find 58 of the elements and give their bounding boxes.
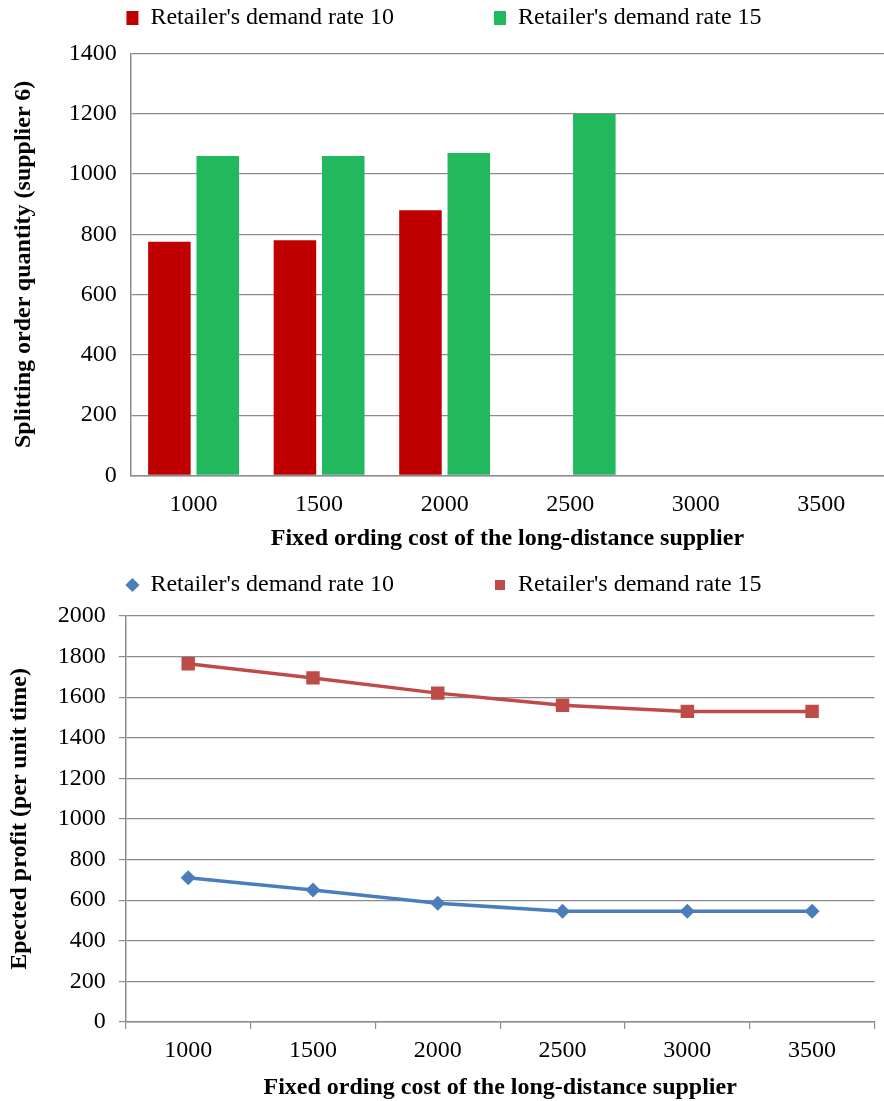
point — [181, 656, 195, 671]
x-tick-label: 1500 — [295, 490, 344, 517]
y-tick-label: 1800 — [57, 641, 106, 668]
x-tick-label: 2000 — [413, 1036, 462, 1063]
point — [555, 903, 571, 919]
y-tick-label: 1600 — [57, 682, 106, 709]
x-tick-label: 2000 — [420, 490, 469, 517]
bar — [399, 210, 442, 475]
point — [804, 903, 820, 919]
point — [805, 704, 819, 719]
y-tick-label: 0 — [93, 1007, 106, 1034]
bar — [322, 155, 365, 475]
x-tick-label: 3500 — [797, 490, 846, 517]
point — [305, 882, 321, 898]
point — [430, 895, 446, 911]
y-tick-label: 400 — [80, 340, 117, 367]
legend-label: Retailer's demand rate 15 — [518, 570, 762, 597]
point — [431, 686, 445, 700]
x-tick-label: 2500 — [546, 490, 595, 517]
x-tick-label: 3500 — [788, 1036, 837, 1063]
y-tick-label: 2000 — [57, 601, 106, 628]
x-tick-label: 3000 — [663, 1036, 712, 1063]
x-tick-label: 1500 — [288, 1036, 337, 1063]
bar — [148, 241, 191, 475]
x-tick-label: 3000 — [671, 490, 720, 517]
point — [180, 870, 196, 886]
x-axis-title: Fixed ording cost of the long-distance supplier — [263, 1072, 738, 1099]
y-tick-label: 0 — [104, 460, 117, 487]
y-tick-label: 1200 — [68, 99, 117, 126]
y-tick-label: 1400 — [57, 723, 106, 750]
y-tick-label: 1000 — [57, 804, 106, 831]
y-tick-label: 1400 — [68, 38, 117, 65]
point — [555, 698, 570, 713]
y-axis-title: Splitting order quantity (supplier 6) — [8, 80, 35, 449]
x-axis-title: Fixed ording cost of the long-distance supplier — [270, 523, 745, 550]
bar — [447, 152, 491, 475]
x-tick-label: 1000 — [164, 1036, 213, 1063]
bar — [196, 155, 239, 475]
legend-label: Retailer's demand rate 10 — [150, 570, 394, 597]
point — [679, 903, 695, 919]
y-tick-label: 600 — [69, 885, 106, 912]
y-tick-label: 200 — [69, 966, 106, 993]
y-tick-label: 800 — [69, 844, 106, 871]
bar — [273, 240, 317, 475]
y-axis-title: Epected profit (per unit time) — [4, 668, 31, 970]
y-tick-label: 200 — [80, 400, 117, 427]
y-tick-label: 800 — [80, 219, 117, 246]
bar — [573, 113, 616, 475]
legend-label: Retailer's demand rate 15 — [518, 3, 762, 30]
y-tick-label: 1200 — [57, 763, 106, 790]
x-tick-label: 1000 — [169, 490, 218, 517]
point — [306, 671, 320, 685]
y-tick-label: 1000 — [68, 159, 117, 186]
y-tick-label: 600 — [80, 279, 117, 306]
y-tick-label: 400 — [69, 926, 106, 953]
x-tick-label: 2500 — [538, 1036, 587, 1063]
point — [680, 704, 695, 719]
legend-label: Retailer's demand rate 10 — [150, 3, 394, 30]
